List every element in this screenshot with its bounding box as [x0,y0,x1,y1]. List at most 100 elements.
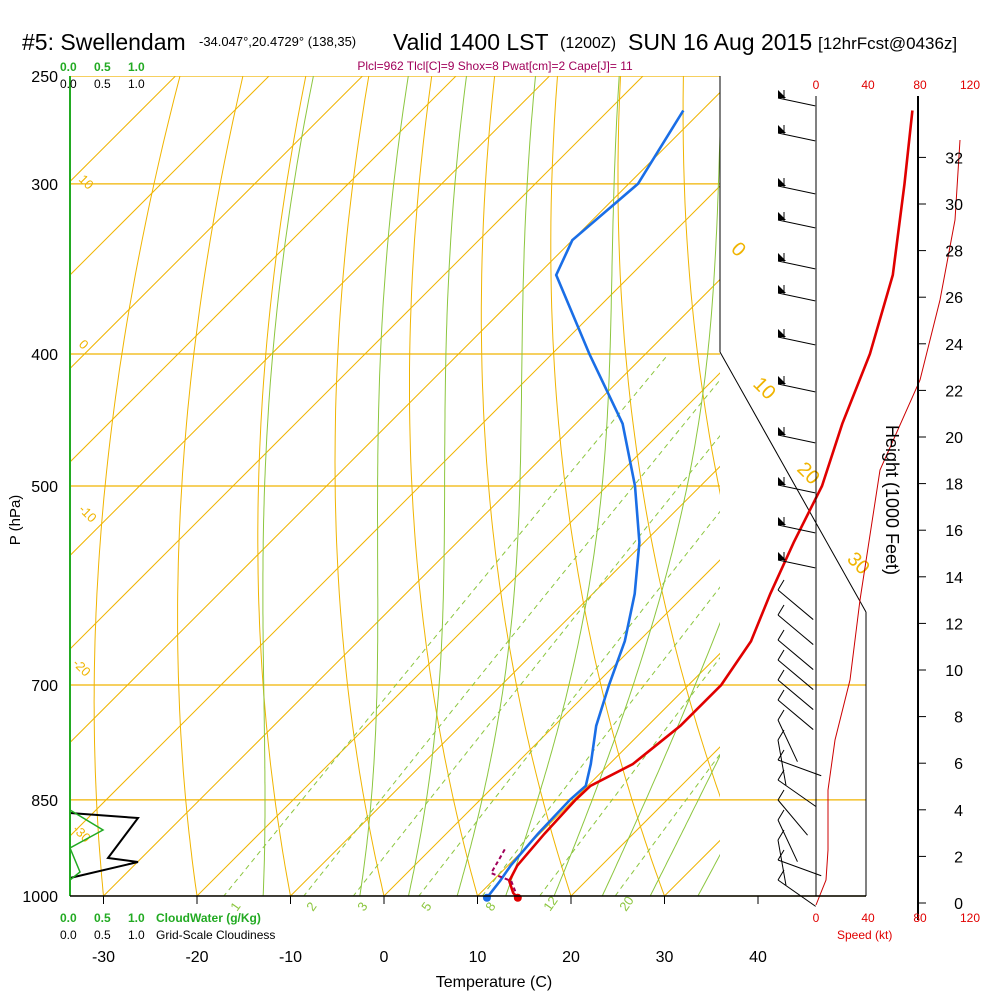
moist-adiabat [407,76,468,896]
moist-adiabat [649,754,720,896]
wind-panel [777,90,961,907]
speed-top-tick-0: 0 [813,78,820,92]
pressure-tick-400: 400 [31,347,58,364]
isotherm--20 [196,372,720,896]
wind-barb [777,212,816,229]
wind-barb [777,629,814,670]
isotherm--30 [102,278,720,896]
surface-dewpoint-dot [482,893,491,902]
height-tick-16: 16 [945,523,963,540]
isotherm--100 [70,76,270,276]
wind-barb [777,579,814,620]
moist-adiabat [697,853,720,896]
height-tick-20: 20 [945,430,963,447]
temperature-profile [507,110,914,899]
isotherm-40 [729,0,1000,925]
dry-adiabat [550,76,666,896]
dry-adiabat [682,76,720,496]
wind-barb [777,669,814,710]
speed-top-tick-3: 120 [960,78,980,92]
wind-barb [777,649,814,690]
height-tick-12: 12 [945,616,963,633]
temp-tick-30: 30 [656,949,674,966]
wind-barb [777,789,808,836]
mixing-ratio-12 [538,656,720,896]
isotherm--70 [70,76,551,557]
cloudiness-label: Grid-Scale Cloudiness [156,928,275,942]
height-tick-24: 24 [945,337,963,354]
dry-adiabat [926,0,1000,925]
mixing-ratio-20 [614,753,720,896]
isotherm-50 [823,0,1000,925]
dry-adiabat [746,0,960,925]
mixing-ratio-label-20: 20 [616,893,637,913]
y-axis-title: P (hPa) [7,495,24,546]
isotherm-label-3: -20 [70,656,94,680]
temp-tick--10: -10 [279,949,302,966]
pressure-tick-850: 850 [31,793,58,810]
wind-barb [777,427,816,444]
wind-barb [777,125,816,142]
wind-barb [777,604,814,645]
isotherm-20 [570,746,720,896]
grid-clip [70,0,1000,925]
wind-barb [777,253,816,270]
isotherm--110 [70,76,177,183]
wind-barb [777,90,816,107]
speed-top-tick-2: 80 [913,78,927,92]
wind-barb [777,809,798,862]
valid-time: Valid 1400 LST [393,29,549,55]
cloudwater-bottom-tick-2: 1.0 [128,911,145,925]
station-title: #5: Swellendam [22,29,186,55]
dry-adiabat [93,76,181,896]
wind-barb [777,729,787,786]
mixing-ratio-3 [352,435,720,896]
temp-tick-20: 20 [562,949,580,966]
height-axis-title: Height (1000 Feet) [882,425,902,575]
mixing-ratio-label-12: 12 [540,893,561,913]
cloudwater-bottom-tick-0: 0.0 [60,911,77,925]
height-tick-26: 26 [945,290,963,307]
station-coords: -34.047°,20.4729° (138,35) [199,34,356,49]
forecast-tag: [12hrFcst@0436z] [818,34,957,53]
height-tick-2: 2 [954,849,963,866]
wind-panel-diagonal [719,351,867,613]
height-tick-22: 22 [945,383,963,400]
surface-temperature-dot [513,893,522,902]
isotherm-30 [663,839,720,896]
cloudwater-top-tick-1: 0.5 [94,60,111,74]
wind-barb [777,552,816,569]
temp-tick-10: 10 [469,949,487,966]
pressure-tick-700: 700 [31,678,58,695]
speed-bottom-tick-1: 40 [861,911,875,925]
dry-adiabat [617,76,720,798]
moist-adiabat [262,76,314,896]
mixing-ratio-2 [303,379,720,896]
temp-tick-40: 40 [749,949,767,966]
height-tick-10: 10 [945,663,963,680]
isotherm--80 [70,76,457,463]
valid-date: SUN 16 Aug 2015 [628,29,812,55]
speed-axis-label: Speed (kt) [837,928,892,942]
pressure-tick-250: 250 [31,69,58,86]
speed-bottom-tick-0: 0 [813,911,820,925]
height-tick-30: 30 [945,197,963,214]
profile-layer [482,109,914,902]
cloudwater-top-tick-0: 0.0 [60,60,77,74]
isotherm--50 [70,91,720,744]
mixing-ratio-label-8: 8 [482,899,498,914]
height-tick-8: 8 [954,710,963,727]
wind-barb [777,517,816,534]
isotherm--40 [70,185,720,837]
wind-barb [777,376,816,393]
cloudiness-bottom-tick-2: 1.0 [128,928,145,942]
cloudiness-bottom-tick-1: 0.5 [94,928,111,942]
cloudiness-top-tick-1: 0.5 [94,77,111,91]
moist-adiabat [359,76,409,896]
dry-adiabat [177,76,244,896]
height-tick-14: 14 [945,570,963,587]
moist-adiabat [505,76,620,896]
